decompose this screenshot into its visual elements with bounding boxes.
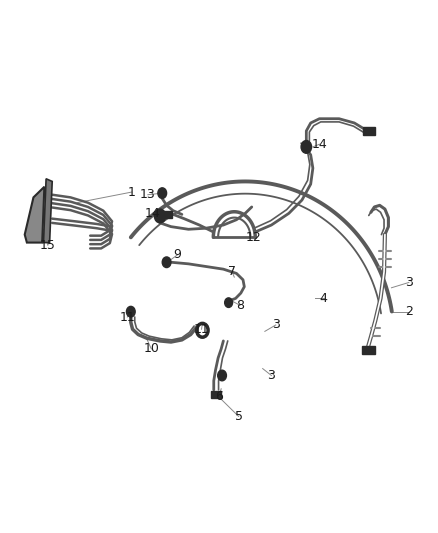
Text: 6: 6 <box>215 390 223 403</box>
Text: 14: 14 <box>311 138 327 151</box>
Circle shape <box>162 257 171 268</box>
Text: 1: 1 <box>128 185 136 199</box>
Bar <box>362 345 375 354</box>
Text: 4: 4 <box>320 292 328 305</box>
Bar <box>161 211 172 218</box>
Text: 3: 3 <box>272 319 280 332</box>
Text: 15: 15 <box>40 239 56 252</box>
Circle shape <box>154 209 166 223</box>
Circle shape <box>225 298 233 308</box>
Text: 10: 10 <box>143 342 159 356</box>
Text: 12: 12 <box>246 231 262 244</box>
Text: 11: 11 <box>194 322 209 336</box>
Text: 7: 7 <box>228 265 236 278</box>
Circle shape <box>127 306 135 317</box>
Text: 5: 5 <box>235 410 243 423</box>
Bar <box>363 127 375 135</box>
Polygon shape <box>25 187 44 243</box>
Text: 11: 11 <box>120 311 135 324</box>
Text: 9: 9 <box>173 248 181 261</box>
Circle shape <box>218 370 226 381</box>
Text: 8: 8 <box>236 299 244 312</box>
Text: 3: 3 <box>268 369 276 382</box>
Text: 2: 2 <box>405 305 413 318</box>
Circle shape <box>158 188 166 198</box>
Text: 13: 13 <box>140 188 155 201</box>
Bar <box>211 391 221 398</box>
Text: 3: 3 <box>405 276 413 289</box>
Text: 14: 14 <box>145 207 160 220</box>
Polygon shape <box>43 179 52 243</box>
Circle shape <box>301 141 311 154</box>
